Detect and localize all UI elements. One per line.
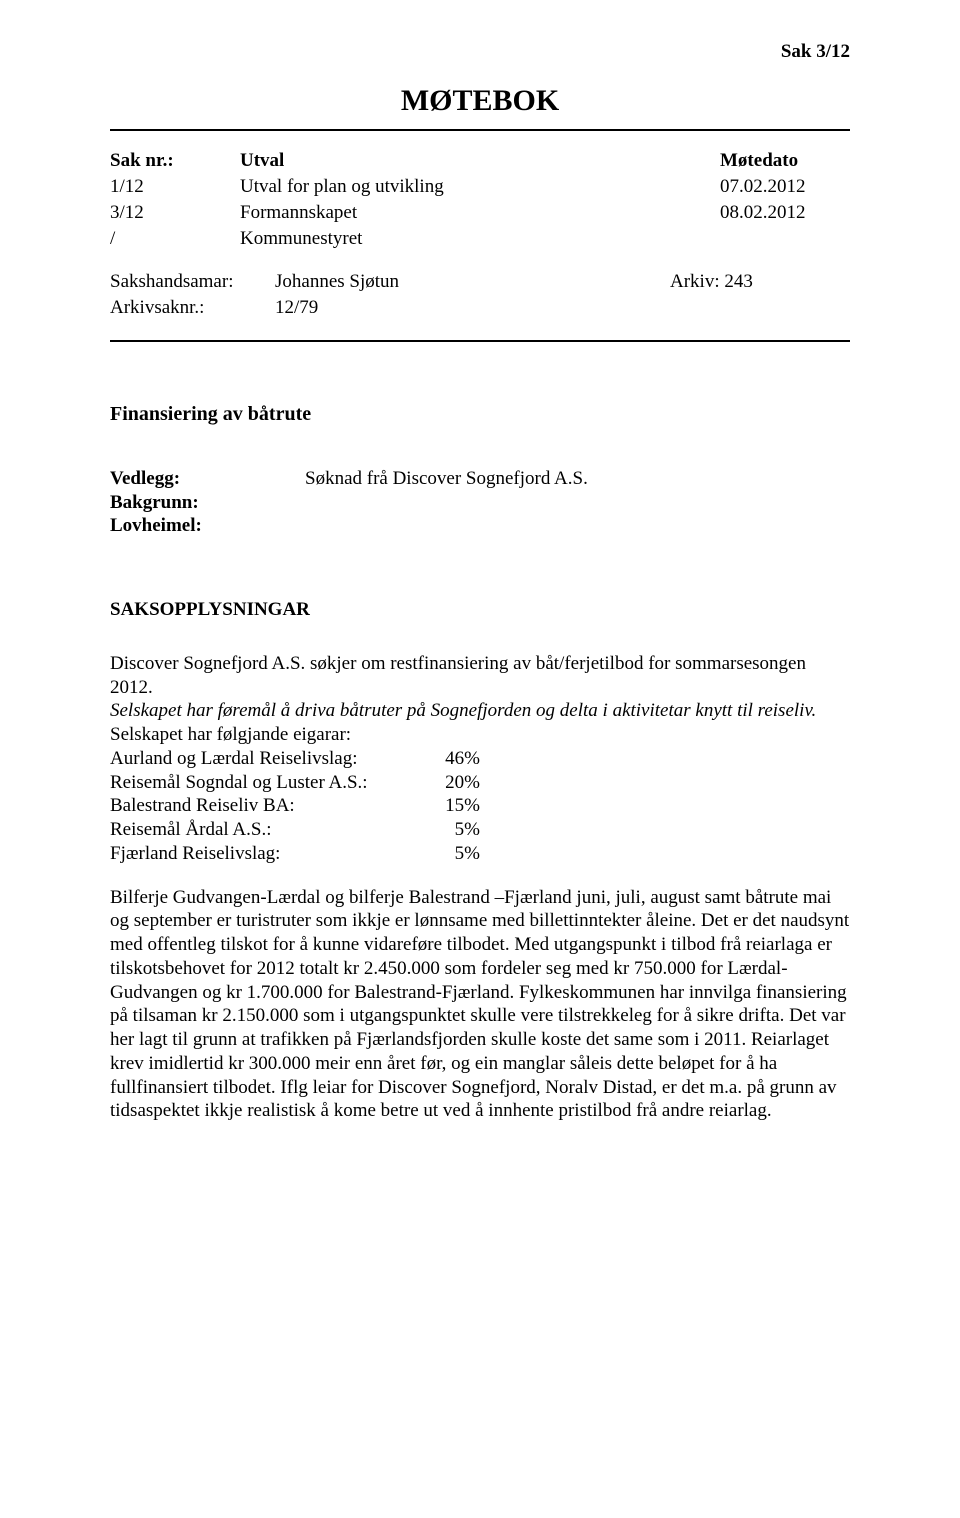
owner-pct: 15% xyxy=(430,794,480,818)
sakshandsamar-label: Sakshandsamar: xyxy=(110,270,275,296)
vedlegg-label: Vedlegg: xyxy=(110,467,305,491)
cell-nr: / xyxy=(110,227,240,253)
lovheimel-label: Lovheimel: xyxy=(110,514,305,538)
cell-date: 07.02.2012 xyxy=(720,175,850,201)
table-row: 1/12 Utval for plan og utvikling 07.02.2… xyxy=(110,175,850,201)
table-row: Reisemål Sogndal og Luster A.S.: 20% xyxy=(110,771,480,795)
owner-pct: 5% xyxy=(430,818,480,842)
body-paragraph: Discover Sognefjord A.S. søkjer om restf… xyxy=(110,652,850,747)
header-utval: Utval xyxy=(240,149,720,175)
archive-table: Sakshandsamar: Johannes Sjøtun Arkiv: 24… xyxy=(110,270,850,322)
owner-name: Fjærland Reiselivslag: xyxy=(110,842,430,866)
owners-table: Aurland og Lærdal Reiselivslag: 46% Reis… xyxy=(110,747,480,866)
section-heading: Finansiering av båtrute xyxy=(110,402,850,427)
cell-date xyxy=(720,227,850,253)
divider xyxy=(110,340,850,342)
meeting-table: Sak nr.: Utval Møtedato 1/12 Utval for p… xyxy=(110,149,850,252)
body-text: Selskapet har følgjande eigarar: xyxy=(110,724,351,745)
cell-utval: Utval for plan og utvikling xyxy=(240,175,720,201)
body-text-italic: Selskapet har føremål å driva båtruter p… xyxy=(110,700,816,721)
table-row: Reisemål Årdal A.S.: 5% xyxy=(110,818,480,842)
owner-pct: 46% xyxy=(430,747,480,771)
table-row: Aurland og Lærdal Reiselivslag: 46% xyxy=(110,747,480,771)
table-row: / Kommunestyret xyxy=(110,227,850,253)
cell-utval: Kommunestyret xyxy=(240,227,720,253)
owner-name: Balestrand Reiseliv BA: xyxy=(110,794,430,818)
arkivsaknr-value: 12/79 xyxy=(275,296,670,322)
sakshandsamar-value: Johannes Sjøtun xyxy=(275,270,670,296)
divider xyxy=(110,129,850,131)
arkivsaknr-label: Arkivsaknr.: xyxy=(110,296,275,322)
bakgrunn-label: Bakgrunn: xyxy=(110,491,305,515)
cell-nr: 3/12 xyxy=(110,201,240,227)
table-row: 3/12 Formannskapet 08.02.2012 xyxy=(110,201,850,227)
owner-pct: 20% xyxy=(430,771,480,795)
attachments-block: Vedlegg: Søknad frå Discover Sognefjord … xyxy=(110,467,850,538)
cell-utval: Formannskapet xyxy=(240,201,720,227)
owner-name: Aurland og Lærdal Reiselivslag: xyxy=(110,747,430,771)
saksopplysningar-heading: SAKSOPPLYSNINGAR xyxy=(110,598,850,622)
body-text: Discover Sognefjord A.S. søkjer om restf… xyxy=(110,653,806,698)
case-reference: Sak 3/12 xyxy=(110,40,850,64)
table-row: Fjærland Reiselivslag: 5% xyxy=(110,842,480,866)
document-title: MØTEBOK xyxy=(110,82,850,120)
vedlegg-value: Søknad frå Discover Sognefjord A.S. xyxy=(305,467,588,491)
arkiv-label: Arkiv: 243 xyxy=(670,270,850,296)
table-row: Balestrand Reiseliv BA: 15% xyxy=(110,794,480,818)
header-date: Møtedato xyxy=(720,149,850,175)
cell-date: 08.02.2012 xyxy=(720,201,850,227)
document-page: Sak 3/12 MØTEBOK Sak nr.: Utval Møtedato… xyxy=(0,0,960,1518)
owner-pct: 5% xyxy=(430,842,480,866)
body-paragraph: Bilferje Gudvangen-Lærdal og bilferje Ba… xyxy=(110,886,850,1124)
header-saknr: Sak nr.: xyxy=(110,149,240,175)
cell-nr: 1/12 xyxy=(110,175,240,201)
owner-name: Reisemål Årdal A.S.: xyxy=(110,818,430,842)
owner-name: Reisemål Sogndal og Luster A.S.: xyxy=(110,771,430,795)
